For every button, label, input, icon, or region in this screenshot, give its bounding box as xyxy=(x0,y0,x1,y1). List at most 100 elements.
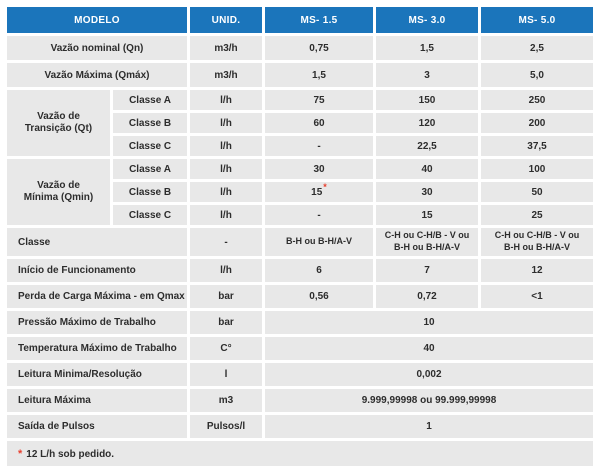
value-cell: 15 xyxy=(376,205,478,225)
unit-cell: m3 xyxy=(190,389,262,412)
value-cell-with-footnote: 15* xyxy=(265,182,373,202)
footnote-asterisk: * xyxy=(323,182,327,193)
value-cell: 150 xyxy=(376,90,478,110)
row-label: Perda de Carga Máxima - em Qmax xyxy=(7,285,187,308)
value-cell: 250 xyxy=(481,90,593,110)
value-cell-merged: 40 xyxy=(265,337,593,360)
unit-cell: m3/h xyxy=(190,36,262,60)
unit-cell: l/h xyxy=(190,159,262,179)
value-cell: B-H ou B-H/A-V xyxy=(265,228,373,256)
unit-cell: l/h xyxy=(190,113,262,133)
value-cell: - xyxy=(265,205,373,225)
unit-cell: C° xyxy=(190,337,262,360)
row-label: Pressão Máximo de Trabalho xyxy=(7,311,187,334)
value-cell: 1,5 xyxy=(265,63,373,87)
table-row: Perda de Carga Máxima - em Qmax bar 0,56… xyxy=(7,285,593,308)
value-cell: 1,5 xyxy=(376,36,478,60)
table-row: Início de Funcionamento l/h 6 7 12 xyxy=(7,259,593,282)
row-label: Vazão Máxima (Qmáx) xyxy=(7,63,187,87)
unit-cell: l/h xyxy=(190,259,262,282)
value-cell-merged: 0,002 xyxy=(265,363,593,386)
row-label: Temperatura Máximo de Trabalho xyxy=(7,337,187,360)
classe-cell: Classe B xyxy=(113,182,187,202)
col-header-ms-3-0: MS- 3.0 xyxy=(376,7,478,33)
value-cell: 25 xyxy=(481,205,593,225)
value-cell: 30 xyxy=(376,182,478,202)
unit-cell: l/h xyxy=(190,182,262,202)
row-label: Saída de Pulsos xyxy=(7,415,187,438)
value-cell: 12 xyxy=(481,259,593,282)
unit-cell: m3/h xyxy=(190,63,262,87)
table-row: Classe B l/h 60 120 200 xyxy=(7,113,593,133)
value-cell: 22,5 xyxy=(376,136,478,156)
footnote-row: * 12 L/h sob pedido. xyxy=(7,441,593,466)
group-label-transicao: Vazão de Transição (Qt) xyxy=(7,90,110,156)
group-label-minima: Vazão de Mínima (Qmin) xyxy=(7,159,110,225)
value-text: 15 xyxy=(311,186,323,198)
table-row: Pressão Máximo de Trabalho bar 10 xyxy=(7,311,593,334)
col-header-modelo: MODELO xyxy=(7,7,187,33)
classe-cell: Classe C xyxy=(113,205,187,225)
value-cell: 100 xyxy=(481,159,593,179)
unit-cell: l/h xyxy=(190,90,262,110)
footnote-bar: * 12 L/h sob pedido. xyxy=(7,441,593,466)
value-cell: 0,72 xyxy=(376,285,478,308)
value-cell: <1 xyxy=(481,285,593,308)
row-label: Início de Funcionamento xyxy=(7,259,187,282)
table-row: Saída de Pulsos Pulsos/l 1 xyxy=(7,415,593,438)
table-row: Vazão Máxima (Qmáx) m3/h 1,5 3 5,0 xyxy=(7,63,593,87)
unit-cell: l/h xyxy=(190,205,262,225)
value-cell: C-H ou C-H/B - V ou B-H ou B-H/A-V xyxy=(481,228,593,256)
unit-cell: bar xyxy=(190,285,262,308)
value-cell: 120 xyxy=(376,113,478,133)
value-cell: - xyxy=(265,136,373,156)
value-cell-merged: 9.999,99998 ou 99.999,99998 xyxy=(265,389,593,412)
classe-cell: Classe C xyxy=(113,136,187,156)
table-row: Leitura Máxima m3 9.999,99998 ou 99.999,… xyxy=(7,389,593,412)
table-row: Classe - B-H ou B-H/A-V C-H ou C-H/B - V… xyxy=(7,228,593,256)
spec-table: MODELO UNID. MS- 1.5 MS- 3.0 MS- 5.0 Vaz… xyxy=(4,4,596,469)
footnote-asterisk: * xyxy=(18,447,23,460)
table-row: Classe C l/h - 22,5 37,5 xyxy=(7,136,593,156)
value-cell: 0,75 xyxy=(265,36,373,60)
unit-cell: - xyxy=(190,228,262,256)
table-row: Classe C l/h - 15 25 xyxy=(7,205,593,225)
row-label: Leitura Máxima xyxy=(7,389,187,412)
col-header-ms-5-0: MS- 5.0 xyxy=(481,7,593,33)
table-row: Vazão de Transição (Qt) Classe A l/h 75 … xyxy=(7,90,593,156)
value-cell: 5,0 xyxy=(481,63,593,87)
value-cell: 7 xyxy=(376,259,478,282)
table-header-row: MODELO UNID. MS- 1.5 MS- 3.0 MS- 5.0 xyxy=(7,7,593,33)
value-cell: 60 xyxy=(265,113,373,133)
value-cell: 37,5 xyxy=(481,136,593,156)
classe-cell: Classe A xyxy=(113,90,187,110)
col-header-ms-1-5: MS- 1.5 xyxy=(265,7,373,33)
value-cell: 30 xyxy=(265,159,373,179)
unit-cell: bar xyxy=(190,311,262,334)
classe-cell: Classe B xyxy=(113,113,187,133)
table-row: Vazão nominal (Qn) m3/h 0,75 1,5 2,5 xyxy=(7,36,593,60)
value-cell: 50 xyxy=(481,182,593,202)
unit-cell: Pulsos/l xyxy=(190,415,262,438)
col-header-unid: UNID. xyxy=(190,7,262,33)
table-row: Temperatura Máximo de Trabalho C° 40 xyxy=(7,337,593,360)
row-label: Vazão nominal (Qn) xyxy=(7,36,187,60)
table-row: Leitura Minima/Resolução l 0,002 xyxy=(7,363,593,386)
unit-cell: l/h xyxy=(190,136,262,156)
classe-cell: Classe A xyxy=(113,159,187,179)
value-cell: 3 xyxy=(376,63,478,87)
value-cell: 40 xyxy=(376,159,478,179)
row-label: Classe xyxy=(7,228,187,256)
table-row: Vazão de Mínima (Qmin) Classe A l/h 30 4… xyxy=(7,159,593,225)
value-cell: 75 xyxy=(265,90,373,110)
footnote-text: 12 L/h sob pedido. xyxy=(26,448,115,460)
unit-cell: l xyxy=(190,363,262,386)
value-cell-merged: 10 xyxy=(265,311,593,334)
value-cell: C-H ou C-H/B - V ou B-H ou B-H/A-V xyxy=(376,228,478,256)
value-cell-merged: 1 xyxy=(265,415,593,438)
value-cell: 6 xyxy=(265,259,373,282)
value-cell: 0,56 xyxy=(265,285,373,308)
value-cell: 200 xyxy=(481,113,593,133)
value-cell: 2,5 xyxy=(481,36,593,60)
